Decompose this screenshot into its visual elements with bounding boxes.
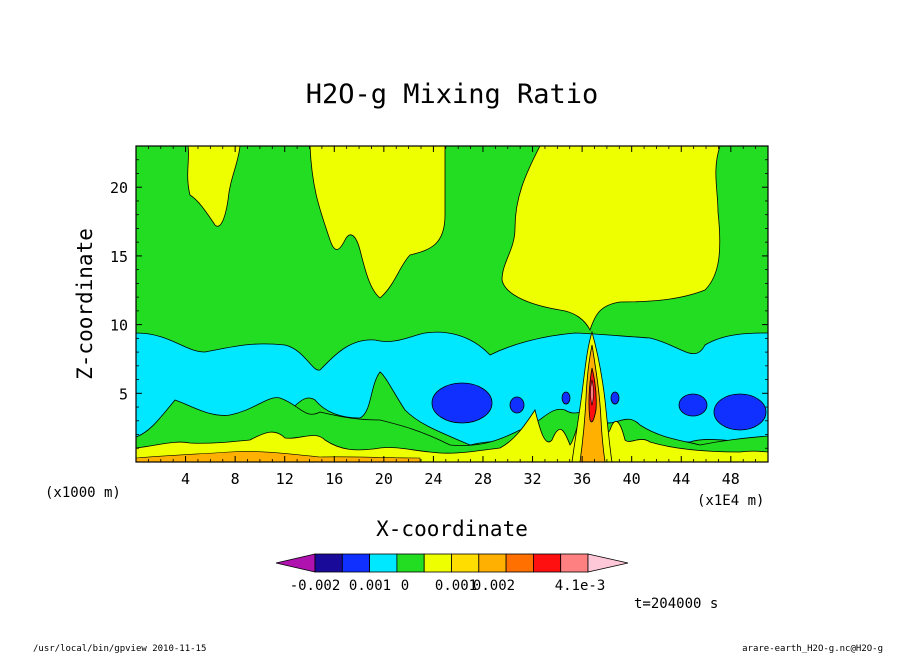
time-label: t=204000 s [634, 596, 718, 612]
colorbar-arrow-low [275, 553, 316, 573]
y-tick-label: 10 [110, 317, 128, 335]
y-axis-ticks: 5 10 15 20 [110, 159, 768, 449]
colorbar-level-label: 4.1e-3 [555, 578, 606, 594]
colorbar-arrow-high [587, 553, 629, 573]
x-unit-left: (x1000 m) [45, 485, 121, 501]
contour-region-orange-lower [136, 451, 421, 462]
y-tick-label: 15 [110, 248, 128, 266]
colorbar-swatch [533, 553, 562, 573]
x-tick-label: 4 [181, 470, 190, 488]
chart-title: H2O-g Mixing Ratio [306, 79, 599, 110]
plot-frame [135, 145, 769, 463]
x-tick-label: 40 [623, 470, 641, 488]
colorbar [275, 553, 629, 573]
x-tick-label: 12 [276, 470, 294, 488]
contour-region-blue-3 [678, 393, 708, 417]
colorbar-level-label: 0.002 [473, 578, 515, 594]
contour-region-high-top-right [501, 146, 721, 332]
contour-region-high-top-left [187, 146, 241, 227]
x-tick-label: 44 [672, 470, 690, 488]
y-tick-label: 20 [110, 179, 128, 197]
x-axis-label: X-coordinate [376, 517, 528, 541]
contour-region-blue-2 [509, 396, 525, 414]
x-tick-label: 48 [722, 470, 740, 488]
plume-core [590, 379, 594, 407]
colorbar-level-label: -0.002 [290, 578, 341, 594]
x-tick-label: 20 [375, 470, 393, 488]
colorbar-swatch [451, 553, 480, 573]
colorbar-level-label: 0 [401, 578, 409, 594]
x-tick-label: 16 [325, 470, 343, 488]
x-tick-label: 8 [231, 470, 240, 488]
x-axis-ticks: 4 8 12 16 20 24 28 32 36 40 44 48 [147, 146, 769, 488]
colorbar-swatch [560, 553, 589, 573]
x-tick-label: 32 [524, 470, 542, 488]
footer-left: /usr/local/bin/gpview 2010-11-15 [33, 644, 206, 654]
contour-region-high-top-center [309, 146, 446, 299]
colorbar-swatch [478, 553, 507, 573]
x-unit-right: (x1E4 m) [697, 493, 764, 509]
colorbar-level-label: 0.001 [349, 578, 391, 594]
colorbar-swatch [341, 553, 370, 573]
x-tick-label: 24 [424, 470, 442, 488]
colorbar-swatch [369, 553, 398, 573]
plot-area [136, 146, 768, 462]
x-tick-label: 36 [573, 470, 591, 488]
contour-region-blue-4 [713, 393, 767, 431]
footer-right: arare-earth_H2O-g.nc@H2O-g [742, 644, 883, 654]
contour-region-blue-5 [561, 391, 571, 405]
colorbar-swatch [396, 553, 425, 573]
y-tick-label: 5 [119, 385, 128, 403]
colorbar-swatch [505, 553, 534, 573]
colorbar-level-label: 0.001 [435, 578, 477, 594]
contour-region-blue-1 [431, 382, 493, 424]
x-tick-label: 28 [474, 470, 492, 488]
contour-region-blue-6 [610, 391, 620, 405]
colorbar-swatch [423, 553, 452, 573]
y-axis-label: Z-coordinate [73, 228, 97, 380]
colorbar-swatch [314, 553, 343, 573]
